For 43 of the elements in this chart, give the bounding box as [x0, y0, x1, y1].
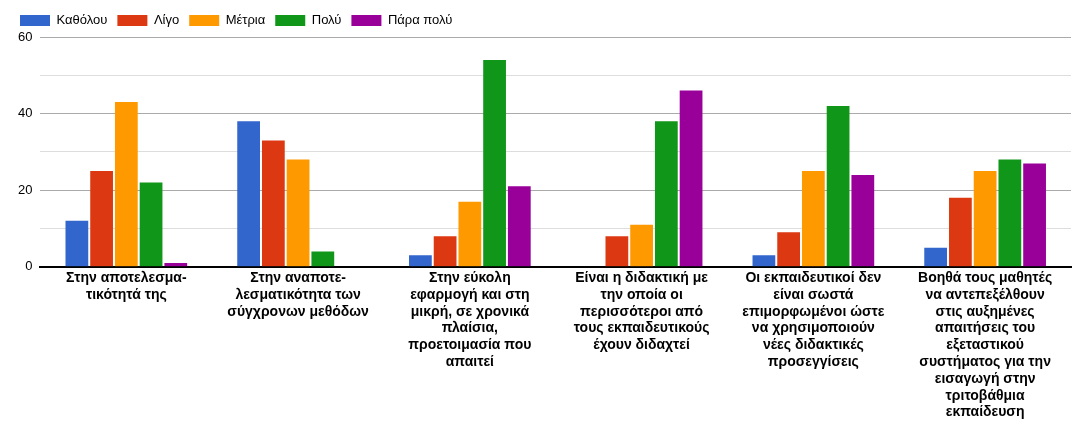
bar [654, 121, 678, 267]
bar [630, 224, 653, 267]
bar [114, 102, 138, 267]
legend-label: Πολύ [311, 12, 342, 28]
bar [311, 251, 335, 267]
bar [973, 171, 997, 267]
bar [998, 159, 1022, 267]
bar [483, 59, 506, 267]
bar [924, 247, 948, 267]
bar [286, 159, 310, 267]
y-tick-label: 40 [17, 105, 33, 121]
bar [679, 90, 703, 267]
y-tick-label: 60 [17, 28, 33, 44]
bar [605, 236, 629, 267]
legend-label: Μέτρια [225, 12, 266, 28]
y-tick-label: 0 [25, 258, 33, 274]
bar [90, 171, 113, 267]
x-tick-label: Στην εύκολη εφαρμογή και στη μικρή, σε χρονικά πλαίσια, προετοιμασία που απαιτεί [408, 269, 532, 370]
x-tick-label: Είναι η διδακτική με την οποία οι περισσότεροι από τους εκπαιδευτικούς έχουν διδαχτεί [573, 269, 710, 353]
y-tick-label: 20 [17, 181, 33, 197]
bar [164, 262, 188, 267]
legend-label: Πάρα πολύ [387, 12, 453, 28]
bar [261, 140, 285, 267]
bar [777, 232, 801, 267]
bar [433, 236, 457, 267]
bar [851, 174, 875, 267]
bar [507, 186, 531, 267]
x-tick-label: Στην αποτελεσμα- τικότητά της [66, 269, 187, 302]
bar [237, 121, 261, 267]
bar [1023, 163, 1046, 267]
x-tick-label: Στην αναποτε- λεσματικότητα των σύγχρονων μεθόδων [227, 269, 370, 319]
bar [458, 201, 482, 267]
legend-label: Καθόλου [56, 12, 108, 28]
bar [826, 105, 850, 267]
category-label: Βοηθά τους μαθητές να αντεπεξέλθουν στις αυξημένες απαιτήσεις του εξεταστικού συστήματος για την εισαγωγή στην τριτοβάθμια εκπαίδευση [918, 269, 1053, 420]
bar [801, 171, 825, 267]
bar [949, 197, 972, 267]
bar [752, 255, 776, 267]
x-tick-label: Οι εκπαιδευτικοί δεν είναι σωστά επιμορφωμένοι ώστε να χρησιμοποιούν νέες διδακτικές προσεγγίσεις [742, 269, 885, 370]
bar [139, 182, 163, 267]
bar [409, 255, 432, 267]
bar [65, 220, 89, 267]
legend-label: Λίγο [153, 12, 180, 28]
